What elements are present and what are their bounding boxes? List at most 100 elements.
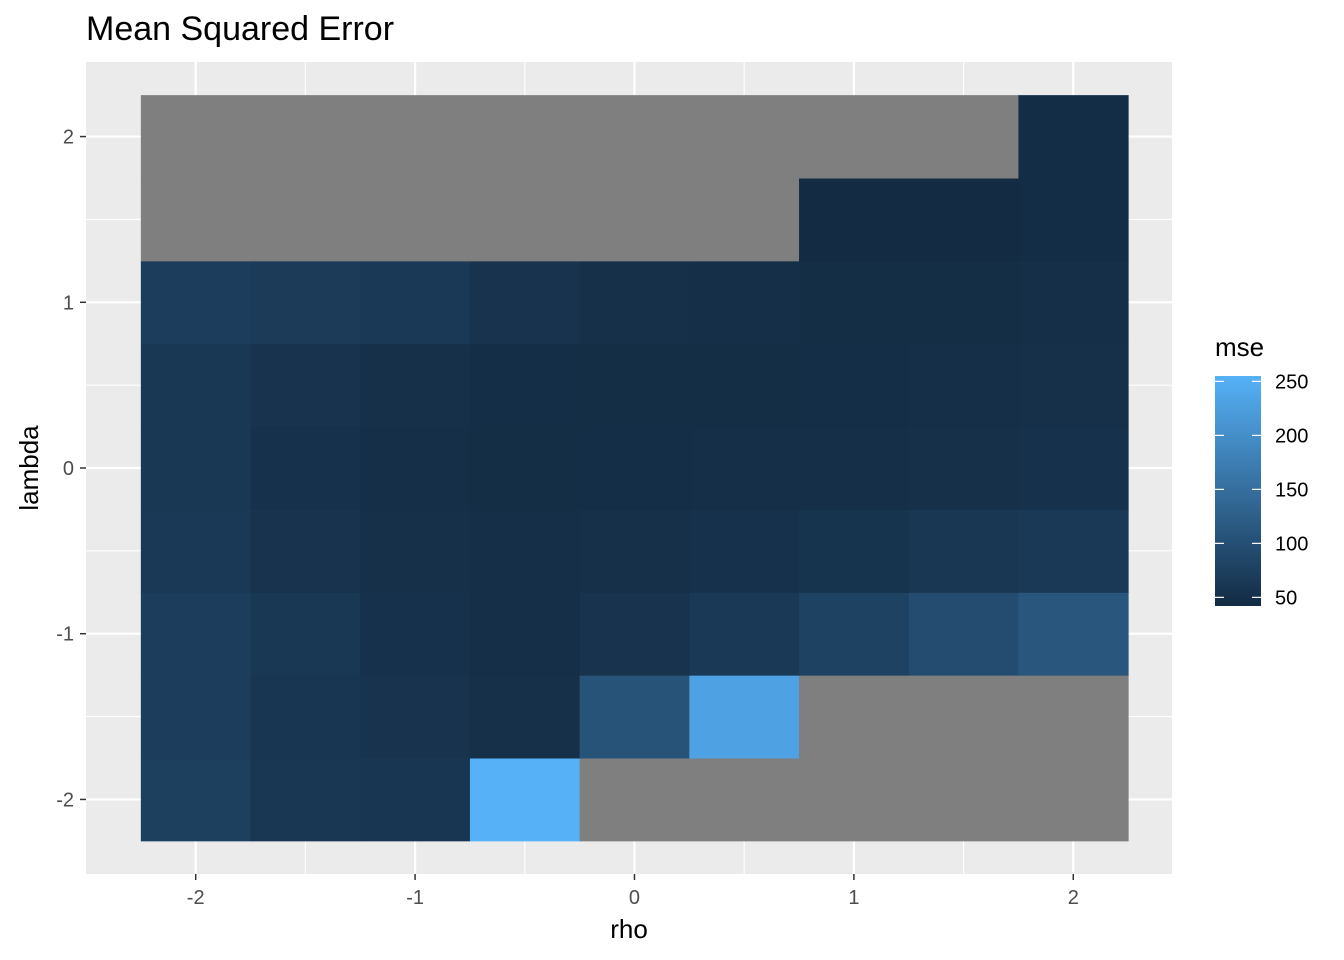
heatmap-tile [908,260,1019,345]
heatmap-tile [469,95,581,179]
legend-colorbar [1215,376,1261,606]
heatmap-tile [799,343,910,428]
heatmap-tile [140,509,252,593]
heatmap-tile [1018,509,1129,593]
heatmap-tile [140,592,252,676]
heatmap-tile [579,426,690,510]
heatmap-tile [689,675,800,759]
heatmap-tile [799,178,910,262]
heatmap-tile [360,178,471,262]
y-tick-label: 2 [63,127,74,149]
heatmap-tile [1018,260,1129,345]
heatmap-tile [140,343,252,428]
heatmap-tile [360,343,471,428]
heatmap-tile [469,509,581,593]
heatmap-tile [469,178,581,262]
heatmap-tile [1018,426,1129,510]
heatmap-tile [799,260,910,345]
heatmap-tile [689,178,800,262]
heatmap-tile [908,758,1019,842]
x-tick-label: 1 [848,887,859,909]
heatmap-tile [799,95,910,179]
heatmap-tile [250,178,361,262]
heatmap-tile [360,675,471,759]
heatmap-tile [469,592,581,676]
heatmap-tile [689,343,800,428]
chart-title: Mean Squared Error [86,10,394,48]
heatmap-tile [250,426,361,510]
heatmap-tile [250,260,361,345]
heatmap-tile [1018,592,1129,676]
heatmap-tile [140,260,252,345]
heatmap-tile [140,178,252,262]
heatmap-tile [140,675,252,759]
heatmap-tile [908,675,1019,759]
x-axis-title: rho [610,914,648,944]
legend-title: mse [1215,332,1264,362]
y-tick-label: 0 [63,458,74,480]
legend-tick-label: 200 [1275,425,1308,447]
heatmap-tile [360,592,471,676]
heatmap-tile [250,592,361,676]
heatmap-tile [1018,675,1129,759]
heatmap-tile [469,426,581,510]
legend-tick-label: 100 [1275,533,1308,555]
heatmap-tile [799,426,910,510]
color-legend: mse 50 100 150 200 250 [1215,332,1308,609]
heatmap-tile [579,95,690,179]
heatmap-tile [908,95,1019,179]
heatmap-tile [799,592,910,676]
heatmap-tile [250,509,361,593]
heatmap-tile [250,343,361,428]
x-axis: -2 -1 0 1 2 [187,874,1079,909]
legend-tick-label: 50 [1275,587,1297,609]
y-tick-label: -2 [56,789,74,811]
heatmap-tile [689,95,800,179]
heatmap-tile [689,509,800,593]
heatmap-tile [360,260,471,345]
y-tick-label: 1 [63,292,74,314]
x-tick-label: 2 [1068,887,1079,909]
heatmap-tile [689,758,800,842]
x-tick-label: -2 [187,887,205,909]
heatmap-tile [579,509,690,593]
heatmap-tile [140,95,252,179]
x-tick-label: 0 [629,887,640,909]
heatmap-tile [360,509,471,593]
heatmap-tile [250,95,361,179]
heatmap-tile [799,675,910,759]
heatmap-tile [469,343,581,428]
heatmap-tile [799,758,910,842]
heatmap-tile [1018,343,1129,428]
legend-ticks: 50 100 150 200 250 [1215,371,1308,609]
heatmap-tile [579,675,690,759]
heatmap-tile [579,260,690,345]
y-tick-label: -1 [56,624,74,646]
heatmap-tile [1018,178,1129,262]
heatmap-tile [799,509,910,593]
heatmap-tile [689,260,800,345]
heatmap-tile [908,592,1019,676]
legend-tick-label: 250 [1275,371,1308,393]
heatmap-tile [689,426,800,510]
heatmap-tile [1018,95,1129,179]
heatmap-tile [579,592,690,676]
y-axis-title: lambda [14,425,44,511]
heatmap-tile [360,426,471,510]
heatmap-tile [579,343,690,428]
heatmap-tile [1018,758,1129,842]
heatmap-tile [140,758,252,842]
heatmap-tile [469,758,581,842]
legend-tick-label: 150 [1275,479,1308,501]
heatmap-tile [579,758,690,842]
heatmap-tile [250,758,361,842]
heatmap-tiles [140,95,1129,842]
x-tick-label: -1 [406,887,424,909]
heatmap-tile [579,178,690,262]
heatmap-tile [908,178,1019,262]
heatmap-tile [689,592,800,676]
heatmap-tile [140,426,252,510]
heatmap-tile [908,426,1019,510]
heatmap-tile [250,675,361,759]
